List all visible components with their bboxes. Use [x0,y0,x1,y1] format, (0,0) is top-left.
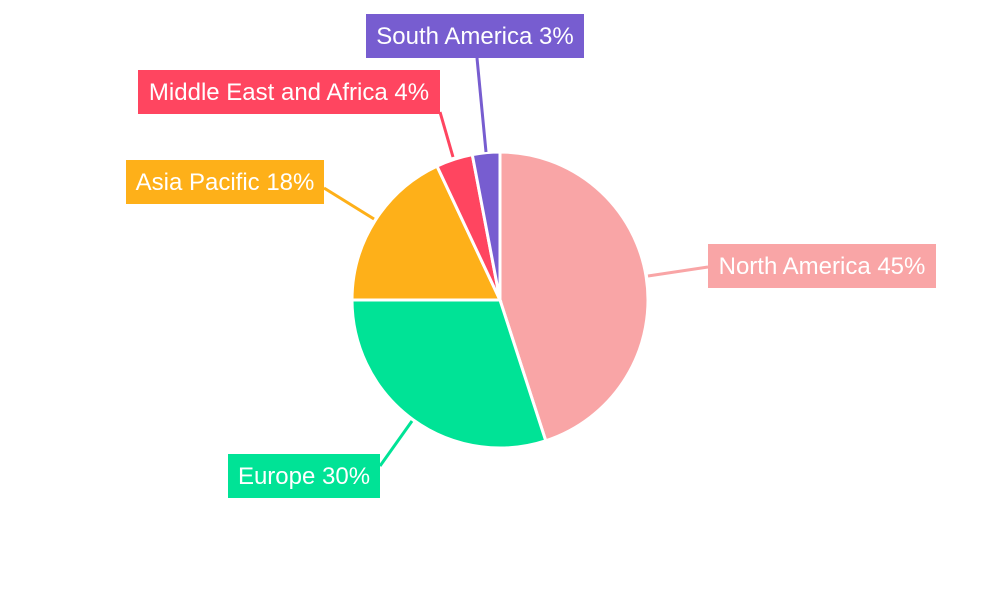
data-label-box-north-america [708,244,936,288]
data-label-south-america: South America 3% [376,23,573,50]
pie-slice-south-america[interactable] [470,150,502,301]
data-label-middle-east-and-africa: Middle East and Africa 4% [149,79,429,106]
pie-slice-europe[interactable] [350,298,548,450]
data-label-europe: Europe 30% [238,463,370,490]
leader-line-south-america [475,57,488,153]
data-label-north-america: North America 45% [719,253,926,280]
data-label-box-europe [228,454,380,498]
pie-slice-north-america[interactable] [498,150,650,443]
leader-line-middle-east-and-africa [438,111,455,158]
leader-line-north-america [647,265,709,278]
data-label-box-middle-east-and-africa [138,70,440,114]
leader-line-asia-pacific [323,186,375,221]
leader-line-europe [378,420,414,467]
data-label-box-south-america [366,14,584,58]
pie-slice-asia-pacific[interactable] [350,164,503,302]
data-label-asia-pacific: Asia Pacific 18% [136,169,315,196]
data-label-box-asia-pacific [126,160,324,204]
